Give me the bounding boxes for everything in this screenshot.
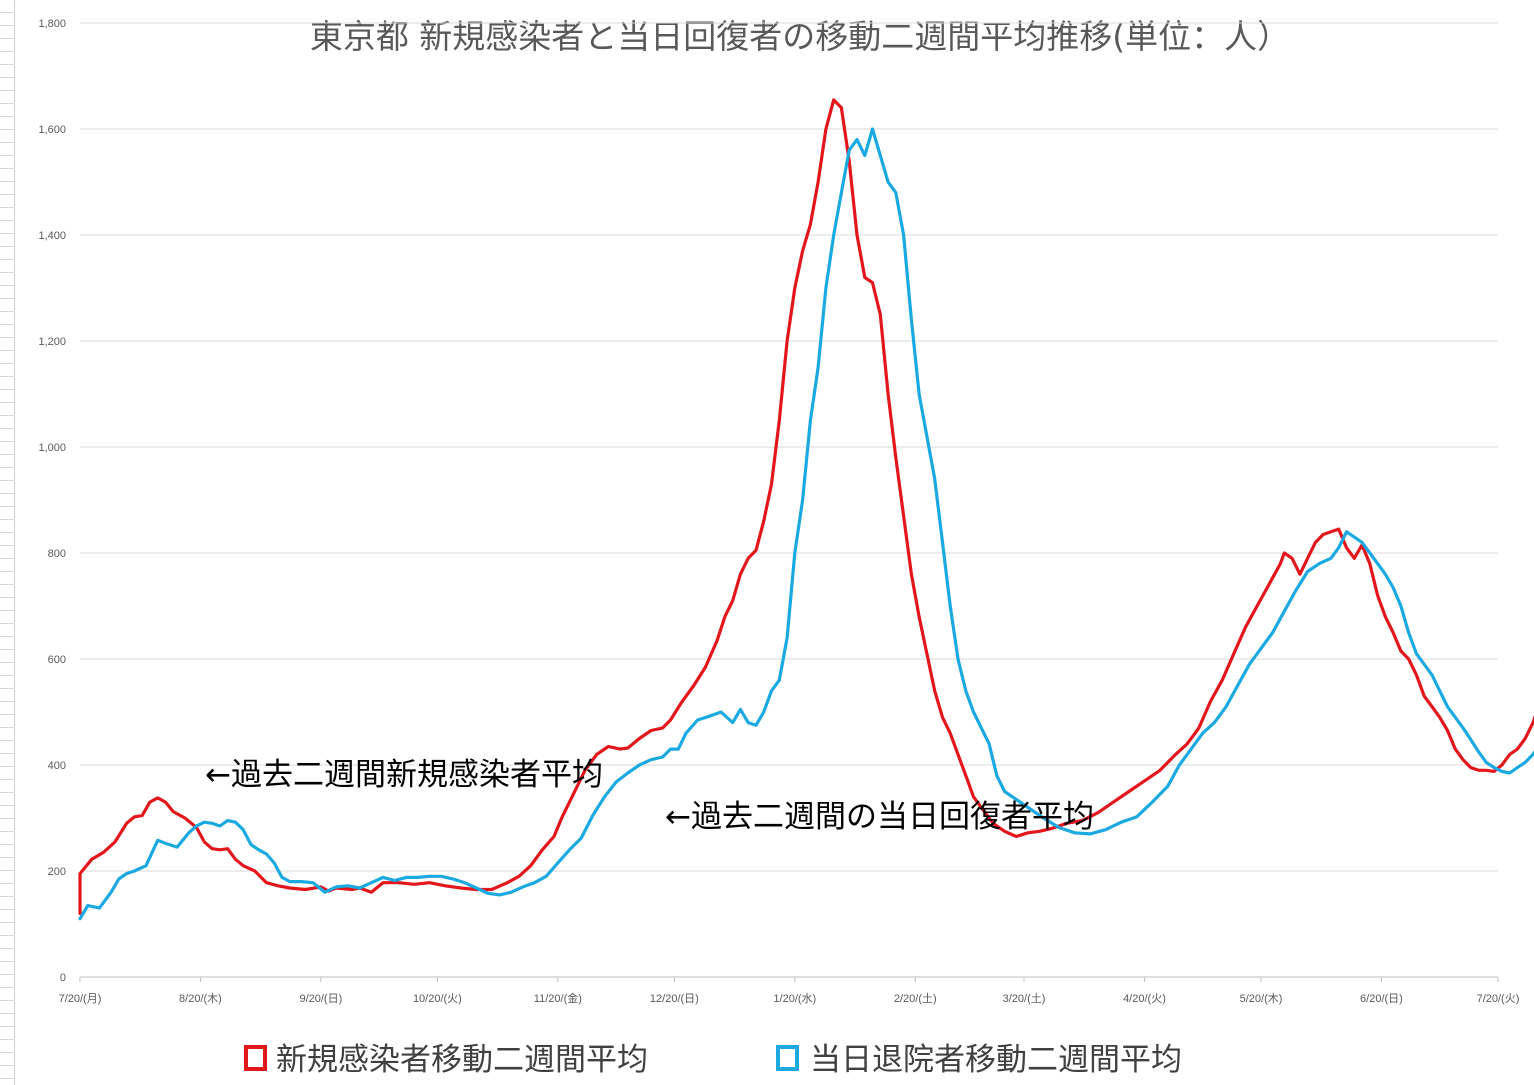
y-tick-label: 1,400 bbox=[38, 230, 66, 242]
y-tick-label: 1,200 bbox=[38, 336, 66, 348]
y-tick-label: 400 bbox=[48, 760, 66, 772]
series-line-1 bbox=[78, 127, 1534, 921]
x-tick-label: 1/20/(水) bbox=[773, 992, 816, 1005]
legend: 新規感染者移動二週間平均 当日退院者移動二週間平均 bbox=[244, 1042, 1182, 1078]
x-tick-label: 12/20/(日) bbox=[650, 993, 699, 1005]
x-tick-label: 11/20/(金) bbox=[534, 991, 582, 1005]
series-lines bbox=[78, 98, 1534, 921]
x-tick-label: 2/20/(土) bbox=[894, 992, 937, 1005]
x-tick-label: 9/20/(日) bbox=[299, 993, 342, 1005]
legend-swatch-recovered bbox=[776, 1045, 799, 1071]
legend-label-new-cases: 新規感染者移動二週間平均 bbox=[276, 1042, 648, 1078]
legend-swatch-new-cases bbox=[244, 1045, 267, 1071]
x-tick-label: 5/20/(木) bbox=[1240, 992, 1283, 1005]
y-tick-label: 1,800 bbox=[38, 18, 66, 30]
y-tick-label: 200 bbox=[48, 866, 66, 878]
y-tick-label: 600 bbox=[48, 654, 66, 666]
annotation-recovered: ←過去二週間の当日回復者平均 bbox=[665, 799, 1094, 835]
y-tick-label: 0 bbox=[60, 972, 66, 984]
x-axis: 7/20/(月) 8/20/(木) 9/20/(日) 10/20/(火) 11/20/(… bbox=[59, 976, 1520, 1005]
y-tick-label: 1,600 bbox=[38, 124, 66, 136]
y-tick-label: 800 bbox=[48, 548, 66, 560]
x-tick-label: 4/20/(火) bbox=[1123, 993, 1166, 1005]
legend-label-recovered: 当日退院者移動二週間平均 bbox=[810, 1042, 1182, 1078]
spreadsheet-row-edge bbox=[0, 0, 15, 1085]
x-tick-label: 6/20/(日) bbox=[1360, 993, 1403, 1005]
y-axis: 0 200 400 600 800 1,000 1,200 1,400 1,600 1,800 bbox=[38, 18, 66, 984]
x-tick-label: 7/20/(火) bbox=[1477, 993, 1520, 1005]
annotation-new-cases: ←過去二週間新規感染者平均 bbox=[205, 757, 603, 793]
x-tick-label: 8/20/(木) bbox=[179, 992, 222, 1005]
x-tick-label: 7/20/(月) bbox=[59, 993, 102, 1005]
y-tick-label: 1,000 bbox=[38, 442, 66, 454]
x-tick-label: 3/20/(土) bbox=[1003, 992, 1046, 1005]
x-tick-label: 10/20/(火) bbox=[413, 993, 462, 1005]
